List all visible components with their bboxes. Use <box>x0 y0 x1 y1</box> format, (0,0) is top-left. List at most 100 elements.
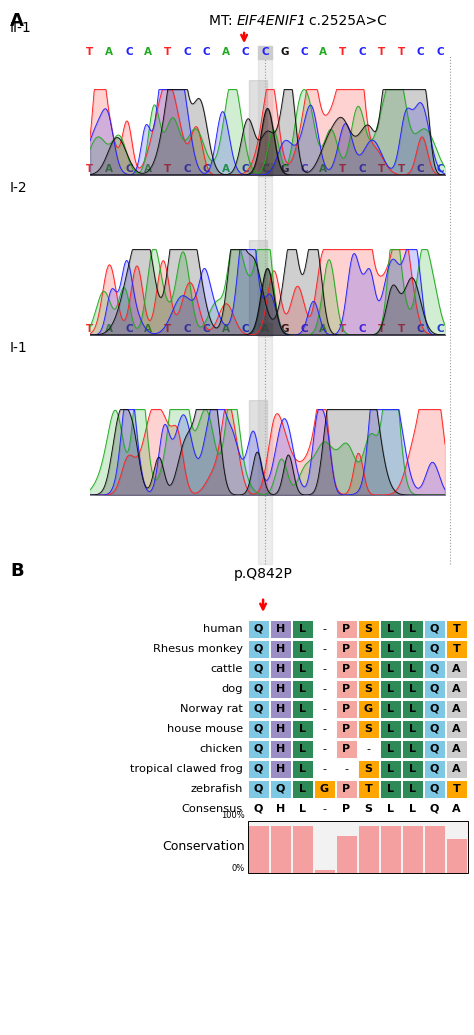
Bar <box>257 55 273 564</box>
Bar <box>358 660 379 678</box>
Bar <box>446 719 467 738</box>
Text: P: P <box>342 804 351 814</box>
Text: T: T <box>398 324 405 334</box>
Text: Q: Q <box>254 644 263 654</box>
Text: C: C <box>125 164 133 174</box>
Text: C: C <box>358 164 366 174</box>
Text: L: L <box>387 663 394 674</box>
Text: C: C <box>203 324 210 334</box>
Text: tropical clawed frog: tropical clawed frog <box>130 764 243 774</box>
Text: H: H <box>276 744 285 753</box>
Text: -: - <box>322 804 327 814</box>
Bar <box>270 620 291 638</box>
Bar <box>424 779 445 798</box>
Text: C: C <box>183 164 191 174</box>
Text: C: C <box>417 164 424 174</box>
Text: L: L <box>299 783 306 794</box>
Text: L: L <box>409 783 416 794</box>
Text: A: A <box>105 164 113 174</box>
Text: L: L <box>299 804 306 814</box>
Bar <box>424 700 445 718</box>
Text: C: C <box>242 164 249 174</box>
Text: C: C <box>436 324 444 334</box>
Text: Q: Q <box>430 764 439 774</box>
Text: L: L <box>409 663 416 674</box>
Text: Q: Q <box>254 764 263 774</box>
Text: P: P <box>342 783 351 794</box>
Bar <box>447 839 467 873</box>
Text: A: A <box>105 47 113 57</box>
Bar <box>257 46 273 59</box>
Bar <box>292 740 313 758</box>
Text: A: A <box>105 324 113 334</box>
Text: P: P <box>342 704 351 714</box>
Bar <box>270 700 291 718</box>
Bar <box>358 680 379 698</box>
Text: T: T <box>339 324 346 334</box>
Text: L: L <box>299 663 306 674</box>
Text: A: A <box>452 704 461 714</box>
Text: T: T <box>164 47 172 57</box>
Text: A: A <box>452 723 461 734</box>
Bar <box>270 760 291 778</box>
Text: C: C <box>300 47 308 57</box>
Text: A: A <box>452 744 461 753</box>
Bar <box>270 680 291 698</box>
Text: chicken: chicken <box>200 744 243 753</box>
Text: S: S <box>365 663 373 674</box>
Text: L: L <box>387 624 394 633</box>
Bar <box>424 680 445 698</box>
Text: L: L <box>299 644 306 654</box>
Bar <box>270 719 291 738</box>
Text: Q: Q <box>430 624 439 633</box>
Text: -: - <box>322 684 327 693</box>
Text: T: T <box>86 164 94 174</box>
Text: -: - <box>322 704 327 714</box>
Text: p.Q842P: p.Q842P <box>234 567 292 581</box>
Text: P: P <box>342 684 351 693</box>
Bar <box>270 740 291 758</box>
Text: L: L <box>409 744 416 753</box>
Text: C: C <box>125 47 133 57</box>
Text: Q: Q <box>430 663 439 674</box>
Bar <box>292 680 313 698</box>
Text: T: T <box>453 783 460 794</box>
Bar <box>358 700 379 718</box>
Bar <box>248 779 269 798</box>
Text: T: T <box>164 324 172 334</box>
Bar <box>293 826 313 873</box>
Text: G: G <box>280 47 289 57</box>
Bar <box>336 740 357 758</box>
Text: Q: Q <box>430 744 439 753</box>
Bar <box>380 640 401 658</box>
Text: P: P <box>342 624 351 633</box>
Text: L: L <box>387 644 394 654</box>
Bar <box>402 660 423 678</box>
Bar <box>336 640 357 658</box>
Text: C: C <box>183 324 191 334</box>
Bar <box>270 779 291 798</box>
Bar <box>358 620 379 638</box>
Bar <box>380 700 401 718</box>
Text: A: A <box>452 684 461 693</box>
Text: L: L <box>387 704 394 714</box>
Bar <box>380 760 401 778</box>
Bar <box>292 640 313 658</box>
Text: I-2: I-2 <box>10 180 27 195</box>
Text: C: C <box>183 47 191 57</box>
Bar <box>248 680 269 698</box>
Text: A: A <box>319 164 328 174</box>
Text: Q: Q <box>254 704 263 714</box>
Bar <box>446 779 467 798</box>
Text: C: C <box>242 324 249 334</box>
Text: A: A <box>452 663 461 674</box>
Bar <box>402 640 423 658</box>
Bar <box>380 740 401 758</box>
Text: L: L <box>409 723 416 734</box>
Text: Rhesus monkey: Rhesus monkey <box>153 644 243 654</box>
Bar <box>380 719 401 738</box>
Text: -: - <box>322 624 327 633</box>
Text: G: G <box>280 164 289 174</box>
Bar <box>446 680 467 698</box>
Bar <box>248 660 269 678</box>
